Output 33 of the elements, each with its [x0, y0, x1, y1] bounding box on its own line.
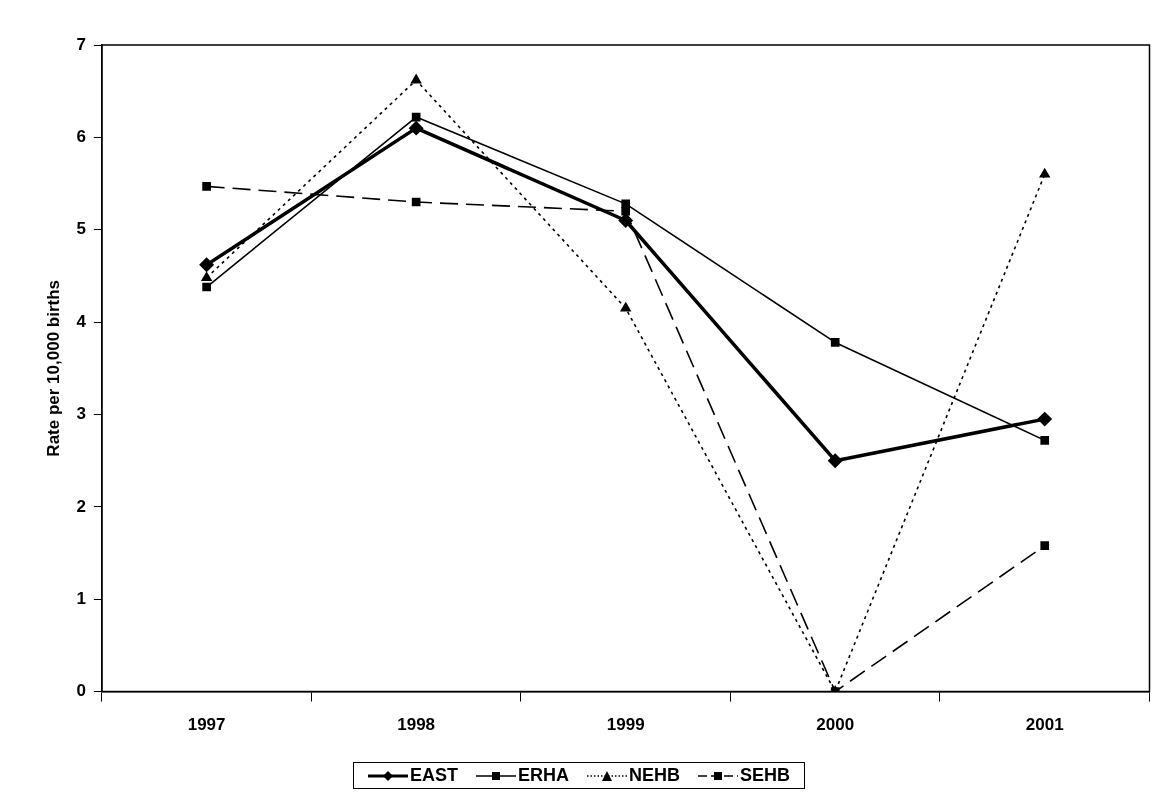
- point: [199, 258, 214, 272]
- x-tick-label: 2001: [1025, 715, 1064, 735]
- y-tick-label: 5: [76, 219, 86, 239]
- y-tick-label: 2: [76, 496, 86, 516]
- point: [1037, 412, 1052, 426]
- x-tick-label: 1999: [606, 715, 645, 735]
- legend-label: EAST: [409, 765, 458, 786]
- y-tick-label: 4: [76, 311, 87, 331]
- point: [1039, 168, 1050, 178]
- point: [620, 302, 631, 312]
- point: [830, 338, 840, 347]
- y-axis-title: Rate per 10,000 births: [43, 279, 63, 457]
- point: [828, 453, 842, 468]
- y-tick-label: 3: [76, 404, 86, 424]
- x-tick-label: 2000: [816, 715, 855, 735]
- legend-label: NEHB: [629, 765, 681, 786]
- point: [618, 213, 633, 228]
- point: [201, 271, 212, 282]
- point: [202, 181, 211, 191]
- x-tick-label: 1997: [187, 715, 226, 735]
- y-tick-label: 7: [76, 34, 86, 54]
- legend-label: SEHB: [740, 765, 791, 786]
- x-tick-label: 1998: [397, 715, 436, 735]
- point: [621, 199, 631, 209]
- y-tick-label: 1: [76, 588, 86, 608]
- point: [1040, 541, 1050, 550]
- point: [202, 282, 211, 292]
- point: [411, 74, 422, 84]
- point: [1040, 436, 1050, 445]
- legend-label: ERHA: [517, 765, 569, 786]
- point: [409, 121, 423, 135]
- y-tick-label: 6: [76, 127, 86, 147]
- y-tick-label: 0: [76, 681, 86, 701]
